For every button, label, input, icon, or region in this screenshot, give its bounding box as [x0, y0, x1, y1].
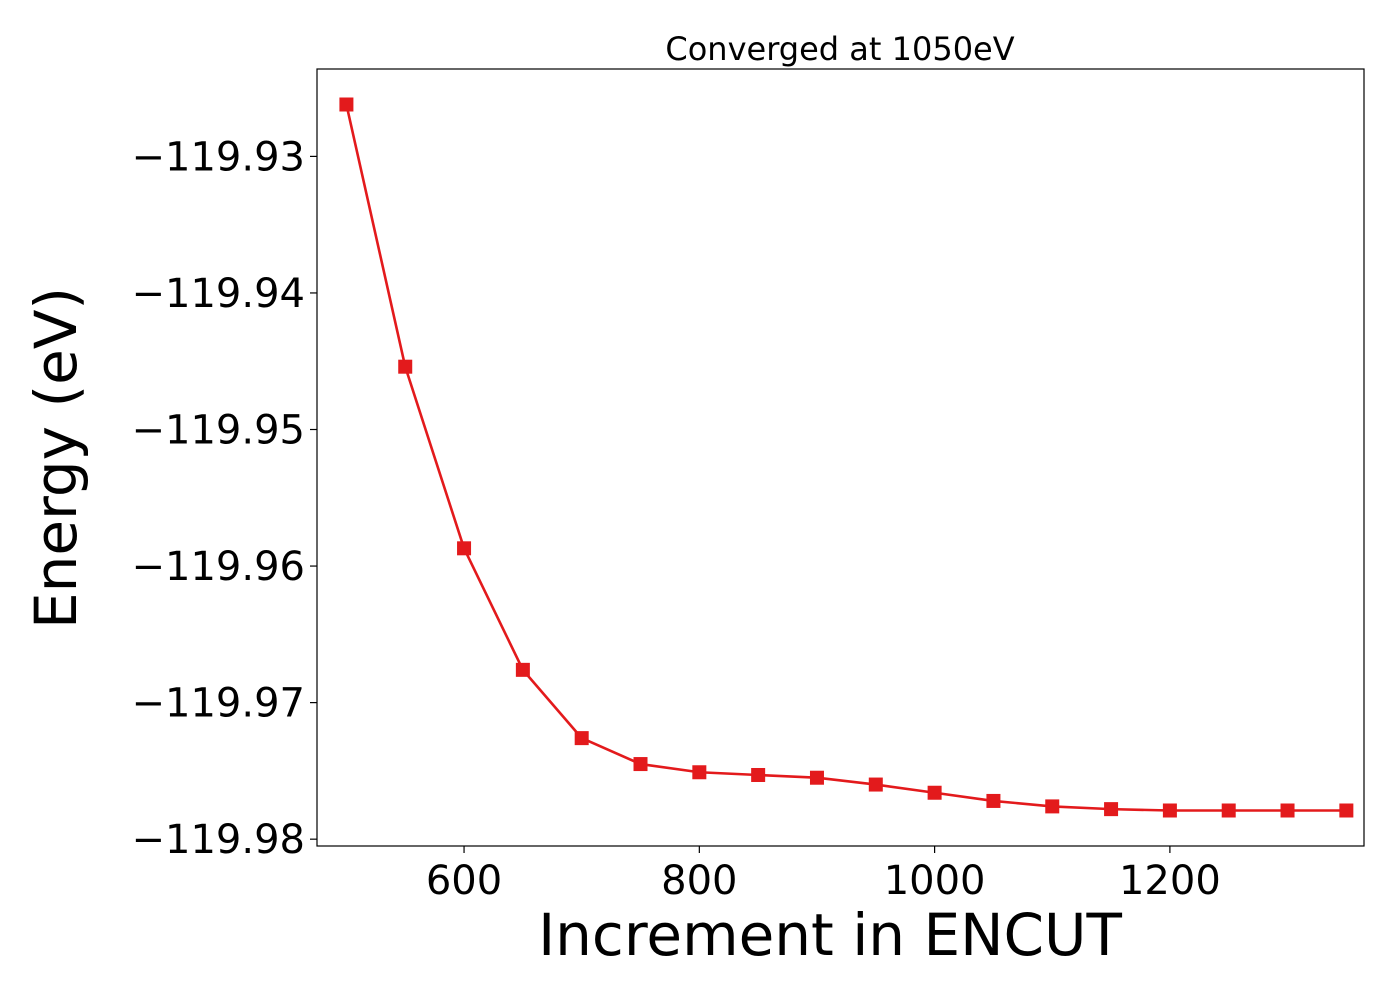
data-point-marker — [339, 97, 354, 112]
y-tick-label: −119.97 — [132, 681, 305, 727]
data-point-marker — [1045, 799, 1060, 814]
y-tick-label: −119.96 — [132, 544, 305, 590]
x-axis-label: Increment in ENCUT — [538, 901, 1122, 969]
x-tick-label: 1000 — [884, 858, 986, 904]
y-tick-label: −119.98 — [132, 817, 305, 863]
data-point-marker — [398, 359, 413, 374]
x-tick-label: 600 — [426, 858, 502, 904]
data-point-marker — [574, 731, 589, 746]
data-point-marker — [809, 770, 824, 785]
y-tick-label: −119.94 — [132, 271, 305, 317]
series-layer — [339, 97, 1354, 818]
data-point-marker — [1339, 803, 1354, 818]
y-tick-label: −119.95 — [132, 408, 305, 454]
data-point-marker — [692, 765, 707, 780]
y-axis-ticks: −119.93 −119.94 −119.95 −119.96 −119.97 −119.… — [132, 134, 317, 863]
x-axis-ticks: 600 800 1000 1200 — [426, 846, 1221, 904]
y-axis-label: Energy (eV) — [22, 287, 90, 629]
plot-area-frame — [316, 68, 1365, 847]
series-line — [345, 104, 1347, 812]
data-point-marker — [751, 767, 766, 782]
data-point-marker — [1221, 803, 1236, 818]
data-point-marker — [515, 662, 530, 677]
x-tick-label: 1200 — [1119, 858, 1221, 904]
chart-title: Converged at 1050eV — [665, 30, 1014, 68]
data-point-marker — [457, 541, 472, 556]
data-point-marker — [868, 777, 883, 792]
data-point-marker — [986, 793, 1001, 808]
data-point-marker — [1104, 802, 1119, 817]
data-point-marker — [1162, 803, 1177, 818]
y-tick-label: −119.93 — [132, 134, 305, 180]
data-point-marker — [633, 757, 648, 772]
x-tick-label: 800 — [661, 858, 737, 904]
data-point-marker — [1280, 803, 1295, 818]
data-point-marker — [927, 785, 942, 800]
